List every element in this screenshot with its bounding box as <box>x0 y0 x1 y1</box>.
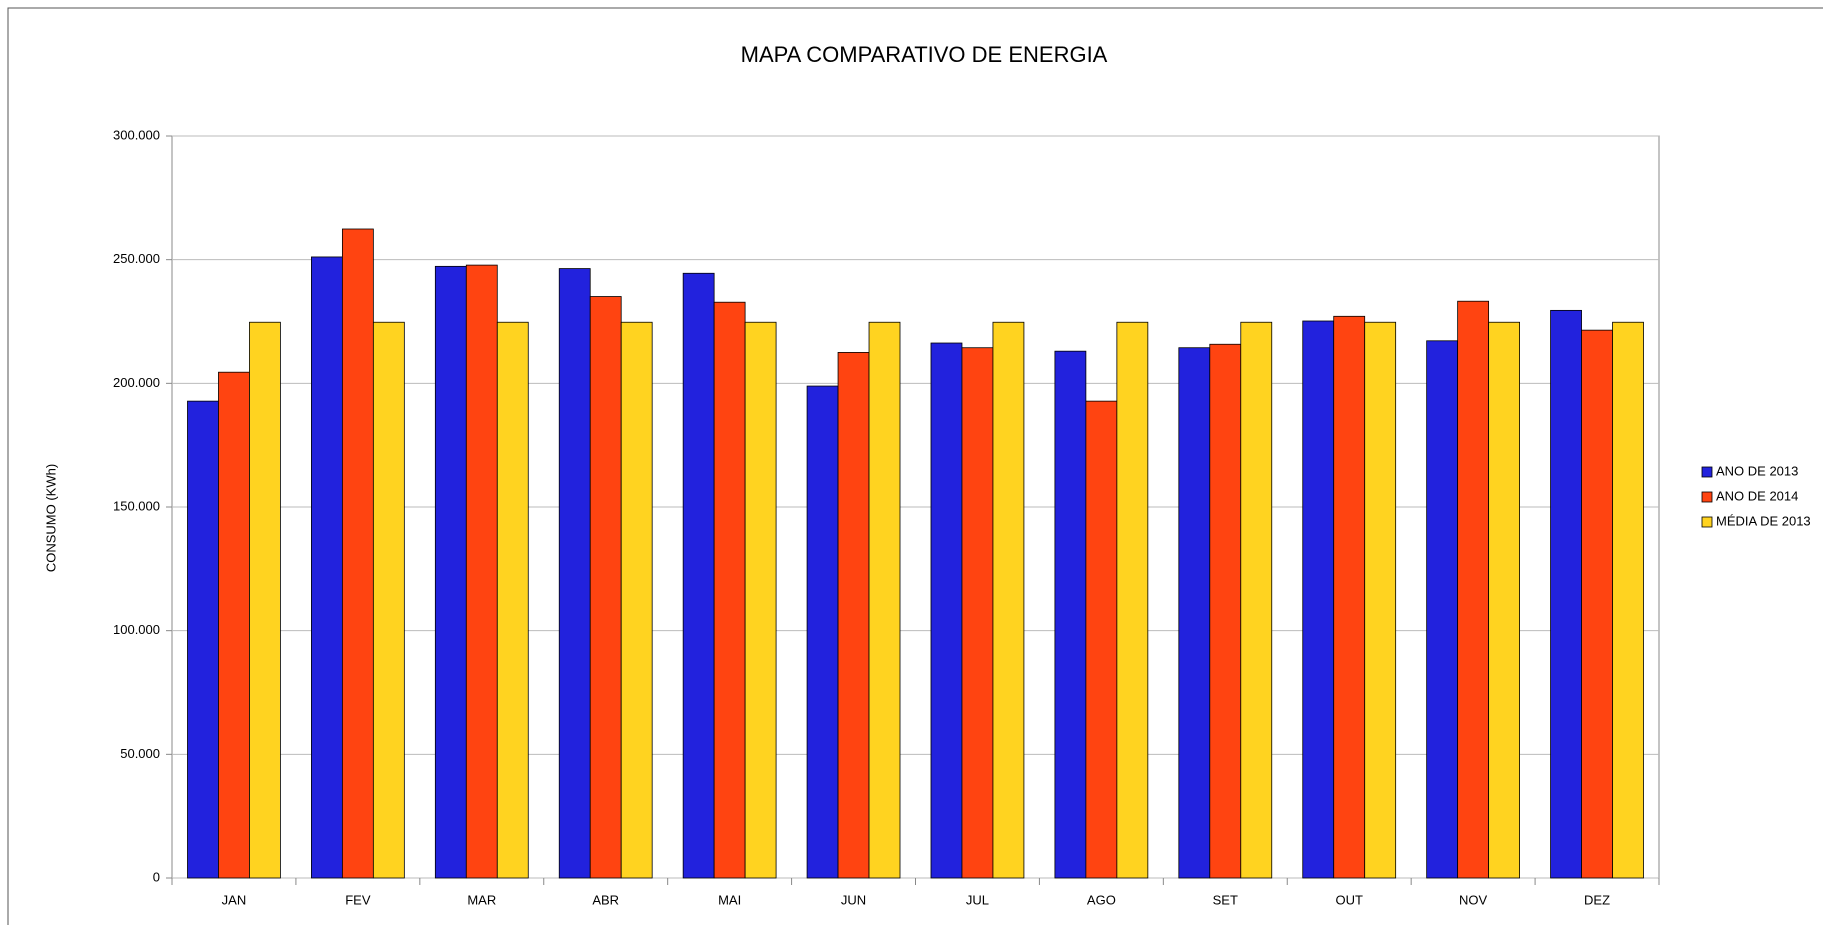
bar <box>744 321 777 879</box>
bar <box>992 321 1025 879</box>
bar <box>1612 321 1644 879</box>
bar <box>1240 321 1273 879</box>
bar <box>1178 347 1211 879</box>
bar <box>1085 400 1118 879</box>
bar <box>1426 340 1459 879</box>
y-tick-label: 150.000 <box>113 498 160 513</box>
bar <box>1209 343 1242 879</box>
bar <box>1364 321 1397 879</box>
legend-swatch <box>1701 516 1713 528</box>
y-tick-label: 300.000 <box>113 127 160 142</box>
bar <box>868 321 901 879</box>
x-tick-label: JAN <box>222 892 247 907</box>
bar <box>1550 309 1582 879</box>
bar <box>1333 315 1366 879</box>
bar <box>558 268 591 879</box>
bar <box>961 347 994 879</box>
x-tick-label: MAR <box>467 892 496 907</box>
bar <box>806 385 839 879</box>
bar <box>496 321 529 879</box>
x-tick-label: OUT <box>1335 892 1363 907</box>
x-tick-label: MAI <box>718 892 741 907</box>
bar <box>187 400 219 879</box>
x-tick-label: SET <box>1213 892 1238 907</box>
bar <box>1116 321 1149 879</box>
bar <box>930 342 963 879</box>
x-tick-label: FEV <box>345 892 371 907</box>
bar <box>249 321 281 879</box>
legend-swatch <box>1701 466 1713 478</box>
bar <box>372 321 405 879</box>
y-tick-label: 0 <box>153 869 160 884</box>
x-tick-label: JUN <box>841 892 866 907</box>
legend-label: ANO DE 2014 <box>1716 488 1798 503</box>
x-tick-label: JUL <box>966 892 989 907</box>
legend-label: MÉDIA DE 2013 <box>1716 513 1811 528</box>
bar <box>218 371 250 879</box>
bar <box>311 256 343 879</box>
bar <box>589 296 622 879</box>
y-tick-label: 250.000 <box>113 251 160 266</box>
chart-border <box>7 7 1823 925</box>
y-tick-label: 200.000 <box>113 375 160 390</box>
x-tick-label: ABR <box>592 892 619 907</box>
x-tick-label: DEZ <box>1584 892 1610 907</box>
y-tick-label: 50.000 <box>120 746 160 761</box>
bar <box>682 272 715 879</box>
bar <box>1302 320 1335 879</box>
y-axis-title: CONSUMO (KWh) <box>43 464 58 572</box>
bar <box>1457 300 1490 879</box>
bar <box>1488 321 1520 879</box>
bar <box>1581 329 1613 879</box>
bar <box>1054 350 1087 879</box>
y-tick-label: 100.000 <box>113 622 160 637</box>
bar <box>465 264 498 879</box>
legend-swatch <box>1701 491 1713 503</box>
bar <box>713 301 746 879</box>
legend-label: ANO DE 2013 <box>1716 463 1798 478</box>
bar <box>434 265 467 879</box>
chart-title: MAPA COMPARATIVO DE ENERGIA <box>741 42 1108 67</box>
bar <box>620 321 653 879</box>
x-tick-label: AGO <box>1087 892 1116 907</box>
x-tick-label: NOV <box>1459 892 1488 907</box>
bar <box>837 352 870 879</box>
bar <box>341 228 374 879</box>
